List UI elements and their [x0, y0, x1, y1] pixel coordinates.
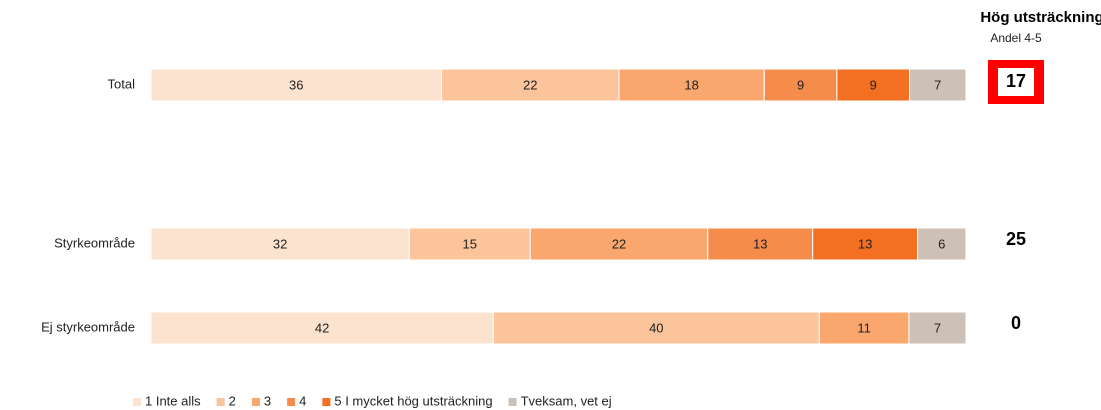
- highlight-inner: [998, 68, 1034, 96]
- bar-segment: [618, 68, 765, 102]
- bar-value-label: 13: [858, 236, 872, 251]
- bar-value-label: 11: [857, 320, 871, 335]
- category-label: Ej styrkeområde: [41, 319, 135, 334]
- bar-segment: [917, 227, 967, 261]
- bar-segment: [812, 227, 919, 261]
- summary-value: 17: [1006, 71, 1026, 91]
- bar-segment: [150, 311, 494, 345]
- summary-value: 25: [1006, 229, 1026, 249]
- category-label: Styrkeområde: [54, 235, 135, 250]
- bar-segment: [150, 68, 442, 102]
- legend-swatch: [508, 398, 517, 406]
- bar-value-label: 13: [753, 236, 767, 251]
- legend-label: Tveksam, vet ej: [521, 393, 612, 408]
- bar-value-label: 18: [684, 77, 698, 92]
- category-label: Total: [108, 76, 136, 91]
- legend-label: 1 Inte alls: [145, 393, 201, 408]
- summary-title: Hög utsträckning: [980, 9, 1101, 26]
- legend-swatch: [322, 398, 331, 406]
- bar-segment: [836, 68, 911, 102]
- bar-value-label: 7: [934, 320, 941, 335]
- bar-segment: [529, 227, 709, 261]
- legend-label: 5 I mycket hög utsträckning: [334, 393, 492, 408]
- bar-value-label: 32: [273, 236, 287, 251]
- legend-label: 4: [299, 393, 306, 408]
- bar-segment: [408, 227, 531, 261]
- bar-segment: [707, 227, 814, 261]
- bar-segment: [150, 227, 410, 261]
- bar-value-label: 9: [870, 77, 877, 92]
- bar-value-label: 15: [463, 236, 477, 251]
- bar-segment: [492, 311, 820, 345]
- bar-value-label: 36: [289, 77, 303, 92]
- bar-value-label: 9: [797, 77, 804, 92]
- legend-label: 3: [264, 393, 271, 408]
- summary-value: 0: [1011, 313, 1021, 333]
- bar-value-label: 40: [649, 320, 663, 335]
- bar-segment: [908, 311, 967, 345]
- bar-value-label: 7: [934, 77, 941, 92]
- bar-value-label: 22: [523, 77, 537, 92]
- summary-subtitle: Andel 4-5: [990, 31, 1042, 45]
- bar-segment: [909, 68, 967, 102]
- bar-segment: [440, 68, 620, 102]
- bar-value-label: 42: [315, 320, 329, 335]
- legend-swatch: [133, 398, 141, 406]
- bar-value-label: 6: [938, 236, 945, 251]
- legend-label: 2: [229, 393, 236, 408]
- legend-swatch: [216, 398, 225, 406]
- legend-swatch: [287, 398, 296, 406]
- legend-swatch: [251, 398, 260, 406]
- bar-value-label: 22: [612, 236, 626, 251]
